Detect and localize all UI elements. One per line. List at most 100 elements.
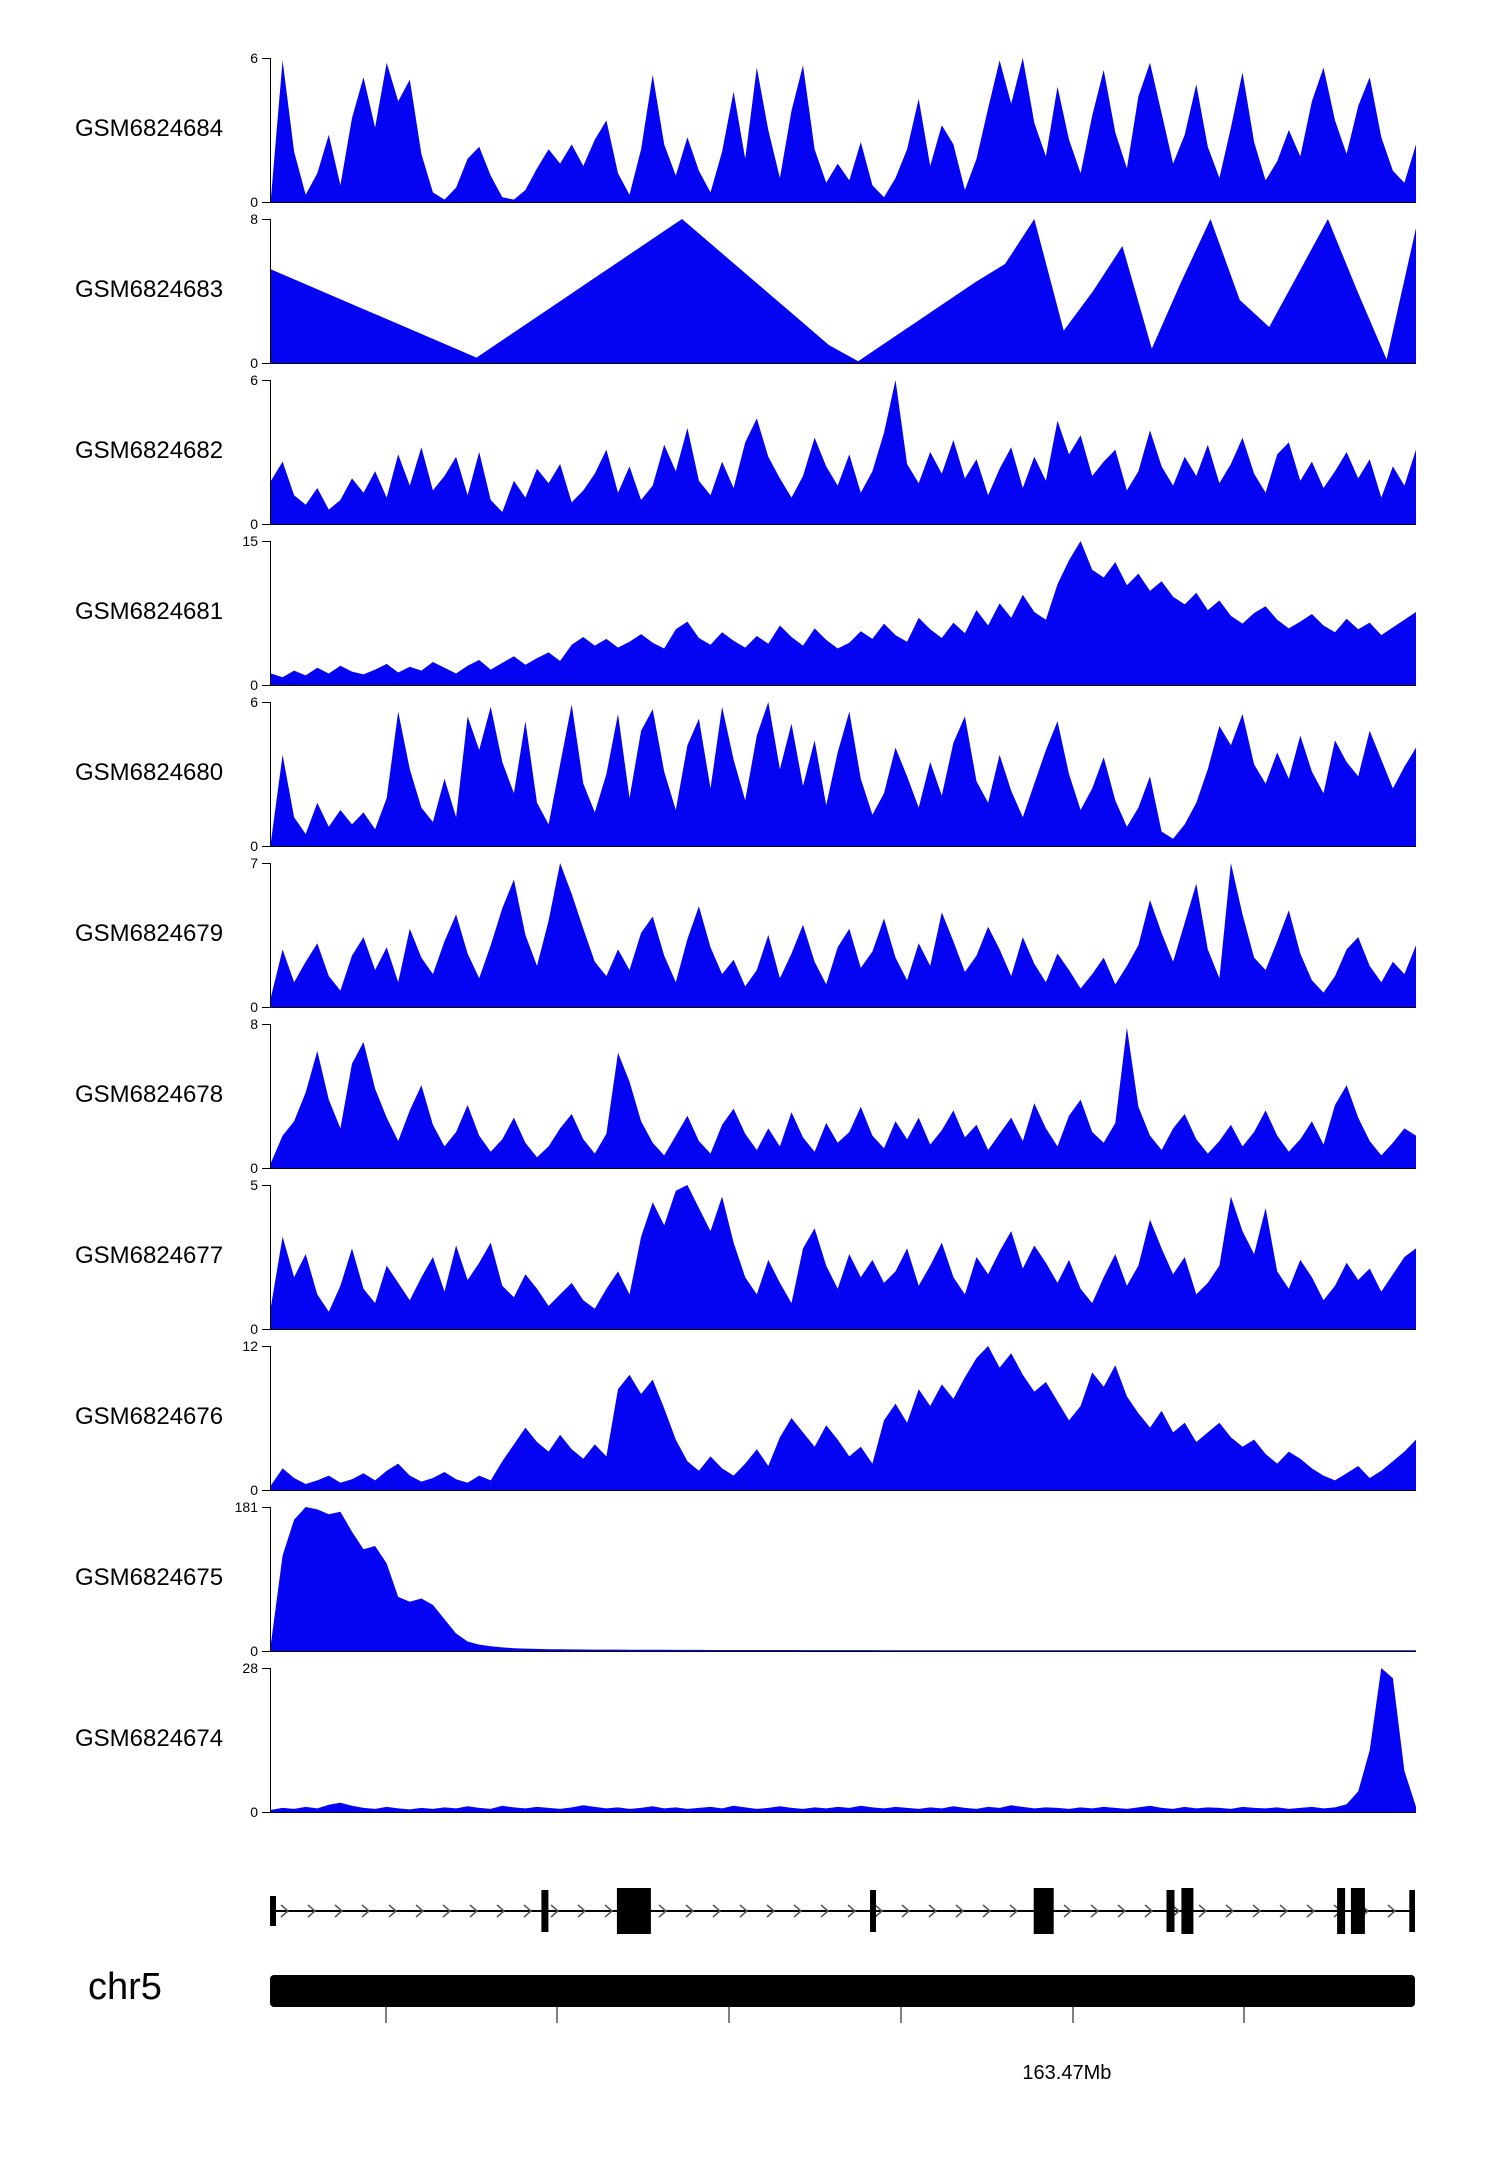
- yaxis-top-tick: [262, 702, 270, 703]
- exon-block: [1166, 1890, 1175, 1932]
- yaxis-max-label: 8: [250, 211, 258, 227]
- yaxis-zero-label: 0: [250, 1643, 258, 1659]
- coverage-plot[interactable]: [270, 1024, 1416, 1169]
- strand-arrow-icon: [1198, 1904, 1208, 1918]
- strand-arrow-icon: [874, 1904, 884, 1918]
- coverage-plot[interactable]: [270, 380, 1416, 525]
- exon-block: [1181, 1888, 1194, 1934]
- coverage-plot[interactable]: [270, 1507, 1416, 1652]
- track-label: GSM6824679: [75, 920, 224, 947]
- yaxis-zero-label: 0: [250, 1160, 258, 1176]
- strand-arrow-icon: [793, 1904, 803, 1918]
- track-label: GSM6824675: [75, 1564, 224, 1591]
- ruler-tick: [384, 2007, 387, 2023]
- yaxis-top-tick: [262, 1346, 270, 1347]
- yaxis-bottom-tick: [262, 363, 270, 364]
- yaxis-max-label: 28: [242, 1660, 258, 1676]
- coverage-plot[interactable]: [270, 1668, 1416, 1813]
- strand-arrow-icon: [577, 1904, 587, 1918]
- exon-block: [870, 1890, 876, 1932]
- strand-arrow-icon: [1279, 1904, 1289, 1918]
- ruler-tick: [1071, 2007, 1074, 2023]
- yaxis-bottom-tick: [262, 1490, 270, 1491]
- exon-block: [1033, 1888, 1054, 1934]
- track-label: GSM6824677: [75, 1242, 224, 1269]
- strand-arrow-icon: [982, 1904, 992, 1918]
- strand-arrow-icon: [1117, 1904, 1127, 1918]
- yaxis-top-tick: [262, 863, 270, 864]
- yaxis-max-label: 8: [250, 1016, 258, 1032]
- yaxis-zero-label: 0: [250, 516, 258, 532]
- coverage-plot[interactable]: [270, 219, 1416, 364]
- coverage-area: [271, 380, 1416, 524]
- strand-arrow-icon: [496, 1904, 506, 1918]
- yaxis-zero-label: 0: [250, 355, 258, 371]
- coverage-plot[interactable]: [270, 702, 1416, 847]
- coverage-area: [271, 702, 1416, 846]
- yaxis-zero-label: 0: [250, 1482, 258, 1498]
- yaxis-zero-label: 0: [250, 677, 258, 693]
- strand-arrow-icon: [1252, 1904, 1262, 1918]
- coverage-area: [271, 863, 1416, 1007]
- yaxis-bottom-tick: [262, 846, 270, 847]
- track-label: GSM6824676: [75, 1403, 224, 1430]
- yaxis-zero-label: 0: [250, 194, 258, 210]
- yaxis-bottom-tick: [262, 524, 270, 525]
- yaxis-top-tick: [262, 1024, 270, 1025]
- ruler-tick: [1243, 2007, 1246, 2023]
- exon-block: [1337, 1888, 1346, 1934]
- coverage-area: [271, 58, 1416, 202]
- yaxis-max-label: 6: [250, 694, 258, 710]
- yaxis-zero-label: 0: [250, 838, 258, 854]
- chromosome-ideogram[interactable]: [270, 1975, 1415, 2007]
- coverage-plot[interactable]: [270, 1346, 1416, 1491]
- coverage-plot[interactable]: [270, 863, 1416, 1008]
- yaxis-top-tick: [262, 1185, 270, 1186]
- coverage-area: [271, 541, 1416, 685]
- yaxis-max-label: 7: [250, 855, 258, 871]
- coverage-plot[interactable]: [270, 58, 1416, 203]
- strand-arrow-icon: [1063, 1904, 1073, 1918]
- coverage-area: [271, 219, 1416, 363]
- yaxis-top-tick: [262, 1668, 270, 1669]
- strand-arrow-icon: [1144, 1904, 1154, 1918]
- strand-arrow-icon: [280, 1904, 290, 1918]
- coverage-area: [271, 1346, 1416, 1490]
- ruler-tick: [728, 2007, 730, 2023]
- strand-arrow-icon: [685, 1904, 695, 1918]
- strand-arrow-icon: [442, 1904, 452, 1918]
- strand-arrow-icon: [1090, 1904, 1100, 1918]
- yaxis-bottom-tick: [262, 1329, 270, 1330]
- strand-arrow-icon: [928, 1904, 938, 1918]
- yaxis-bottom-tick: [262, 1651, 270, 1652]
- yaxis-zero-label: 0: [250, 999, 258, 1015]
- coverage-area: [271, 1507, 1416, 1651]
- strand-arrow-icon: [1306, 1904, 1316, 1918]
- strand-arrow-icon: [658, 1904, 668, 1918]
- yaxis-bottom-tick: [262, 1007, 270, 1008]
- strand-arrow-icon: [550, 1904, 560, 1918]
- strand-arrow-icon: [334, 1904, 344, 1918]
- strand-arrow-icon: [1225, 1904, 1235, 1918]
- strand-arrow-icon: [523, 1904, 533, 1918]
- gene-structure[interactable]: [270, 1883, 1415, 1939]
- yaxis-max-label: 15: [242, 533, 258, 549]
- strand-arrow-icon: [388, 1904, 398, 1918]
- strand-arrow-icon: [1009, 1904, 1019, 1918]
- strand-arrow-icon: [1387, 1904, 1397, 1918]
- coverage-area: [271, 1185, 1416, 1329]
- yaxis-max-label: 5: [250, 1177, 258, 1193]
- strand-arrow-icon: [847, 1904, 857, 1918]
- chromosome-label: chr5: [88, 1966, 162, 2008]
- coverage-plot[interactable]: [270, 1185, 1416, 1330]
- track-label: GSM6824684: [75, 115, 224, 142]
- track-label: GSM6824681: [75, 598, 224, 625]
- exon-block: [1350, 1888, 1365, 1934]
- ruler-tick: [556, 2007, 559, 2023]
- strand-arrow-icon: [901, 1904, 911, 1918]
- yaxis-max-label: 6: [250, 372, 258, 388]
- coverage-plot[interactable]: [270, 541, 1416, 686]
